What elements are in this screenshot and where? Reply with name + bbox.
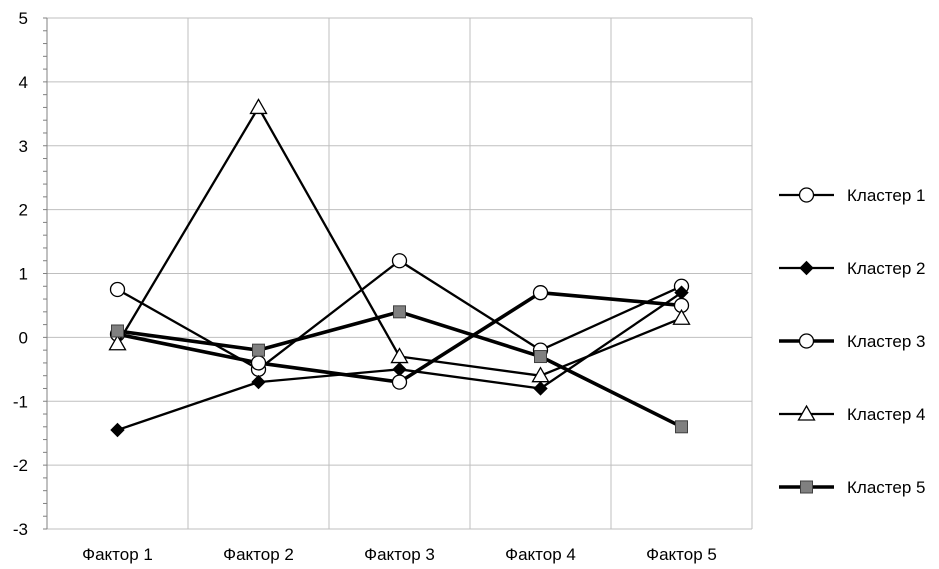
data-point	[534, 350, 547, 364]
legend-label: Кластер 3	[847, 332, 925, 351]
data-point	[110, 422, 125, 438]
y-tick-label: 1	[19, 265, 28, 284]
series-5	[111, 305, 688, 434]
legend-label: Кластер 5	[847, 478, 925, 497]
legend-marker	[798, 333, 815, 349]
legend-entry: Кластер 3	[779, 332, 925, 351]
data-point	[108, 334, 127, 351]
axes: 5 4 3 2 1 0 -1 -2 -3 Фактор 1 Фактор 2 Фактор 3 Факт…	[13, 9, 717, 564]
data-point	[672, 308, 691, 325]
y-tick-label: 3	[19, 137, 28, 156]
x-tick-label: Фактор 2	[223, 545, 294, 564]
legend-label: Кластер 1	[847, 186, 925, 205]
y-tick-label: 4	[19, 73, 28, 92]
data-point	[391, 253, 408, 269]
legend-entry: Кластер 1	[779, 186, 925, 205]
y-tick-label: 2	[19, 201, 28, 220]
legend-marker	[798, 187, 815, 203]
x-tick-label: Фактор 4	[505, 545, 576, 564]
data-point	[533, 381, 548, 396]
legend-entry: Кластер 2	[779, 259, 925, 278]
data-point	[390, 347, 409, 364]
data-point	[391, 374, 408, 390]
data-point	[251, 374, 266, 390]
y-tick-label: 5	[19, 9, 28, 28]
data-point	[531, 366, 550, 383]
data-point	[392, 362, 407, 377]
legend-marker	[800, 480, 813, 494]
legend-label: Кластер 2	[847, 259, 925, 278]
data-point	[111, 324, 124, 338]
x-tick-label: Фактор 5	[646, 545, 717, 564]
y-tick-label: -3	[13, 520, 28, 539]
data-point	[252, 343, 265, 357]
y-tick-label: -2	[13, 456, 28, 475]
legend: Кластер 1 Кластер 2 Кластер 3 Кластер 4 Клас…	[779, 186, 925, 497]
data-point	[249, 98, 268, 115]
grid	[47, 17, 753, 530]
legend-marker	[799, 260, 814, 276]
legend-label: Кластер 4	[847, 405, 925, 424]
series-line	[116, 106, 682, 377]
y-tick-label: -1	[13, 392, 28, 411]
data-point	[250, 355, 267, 371]
data-point	[393, 305, 406, 319]
data-point	[109, 281, 126, 298]
series-4	[108, 98, 691, 383]
x-tick-label: Фактор 1	[82, 545, 153, 564]
legend-entry: Кластер 4	[779, 404, 925, 424]
legend-marker	[797, 404, 816, 421]
x-tick-label: Фактор 3	[364, 545, 435, 564]
data-point	[532, 285, 549, 301]
data-point	[675, 420, 688, 434]
series-group	[108, 98, 691, 438]
legend-entry: Кластер 5	[779, 478, 925, 497]
y-tick-label: 0	[19, 328, 28, 347]
